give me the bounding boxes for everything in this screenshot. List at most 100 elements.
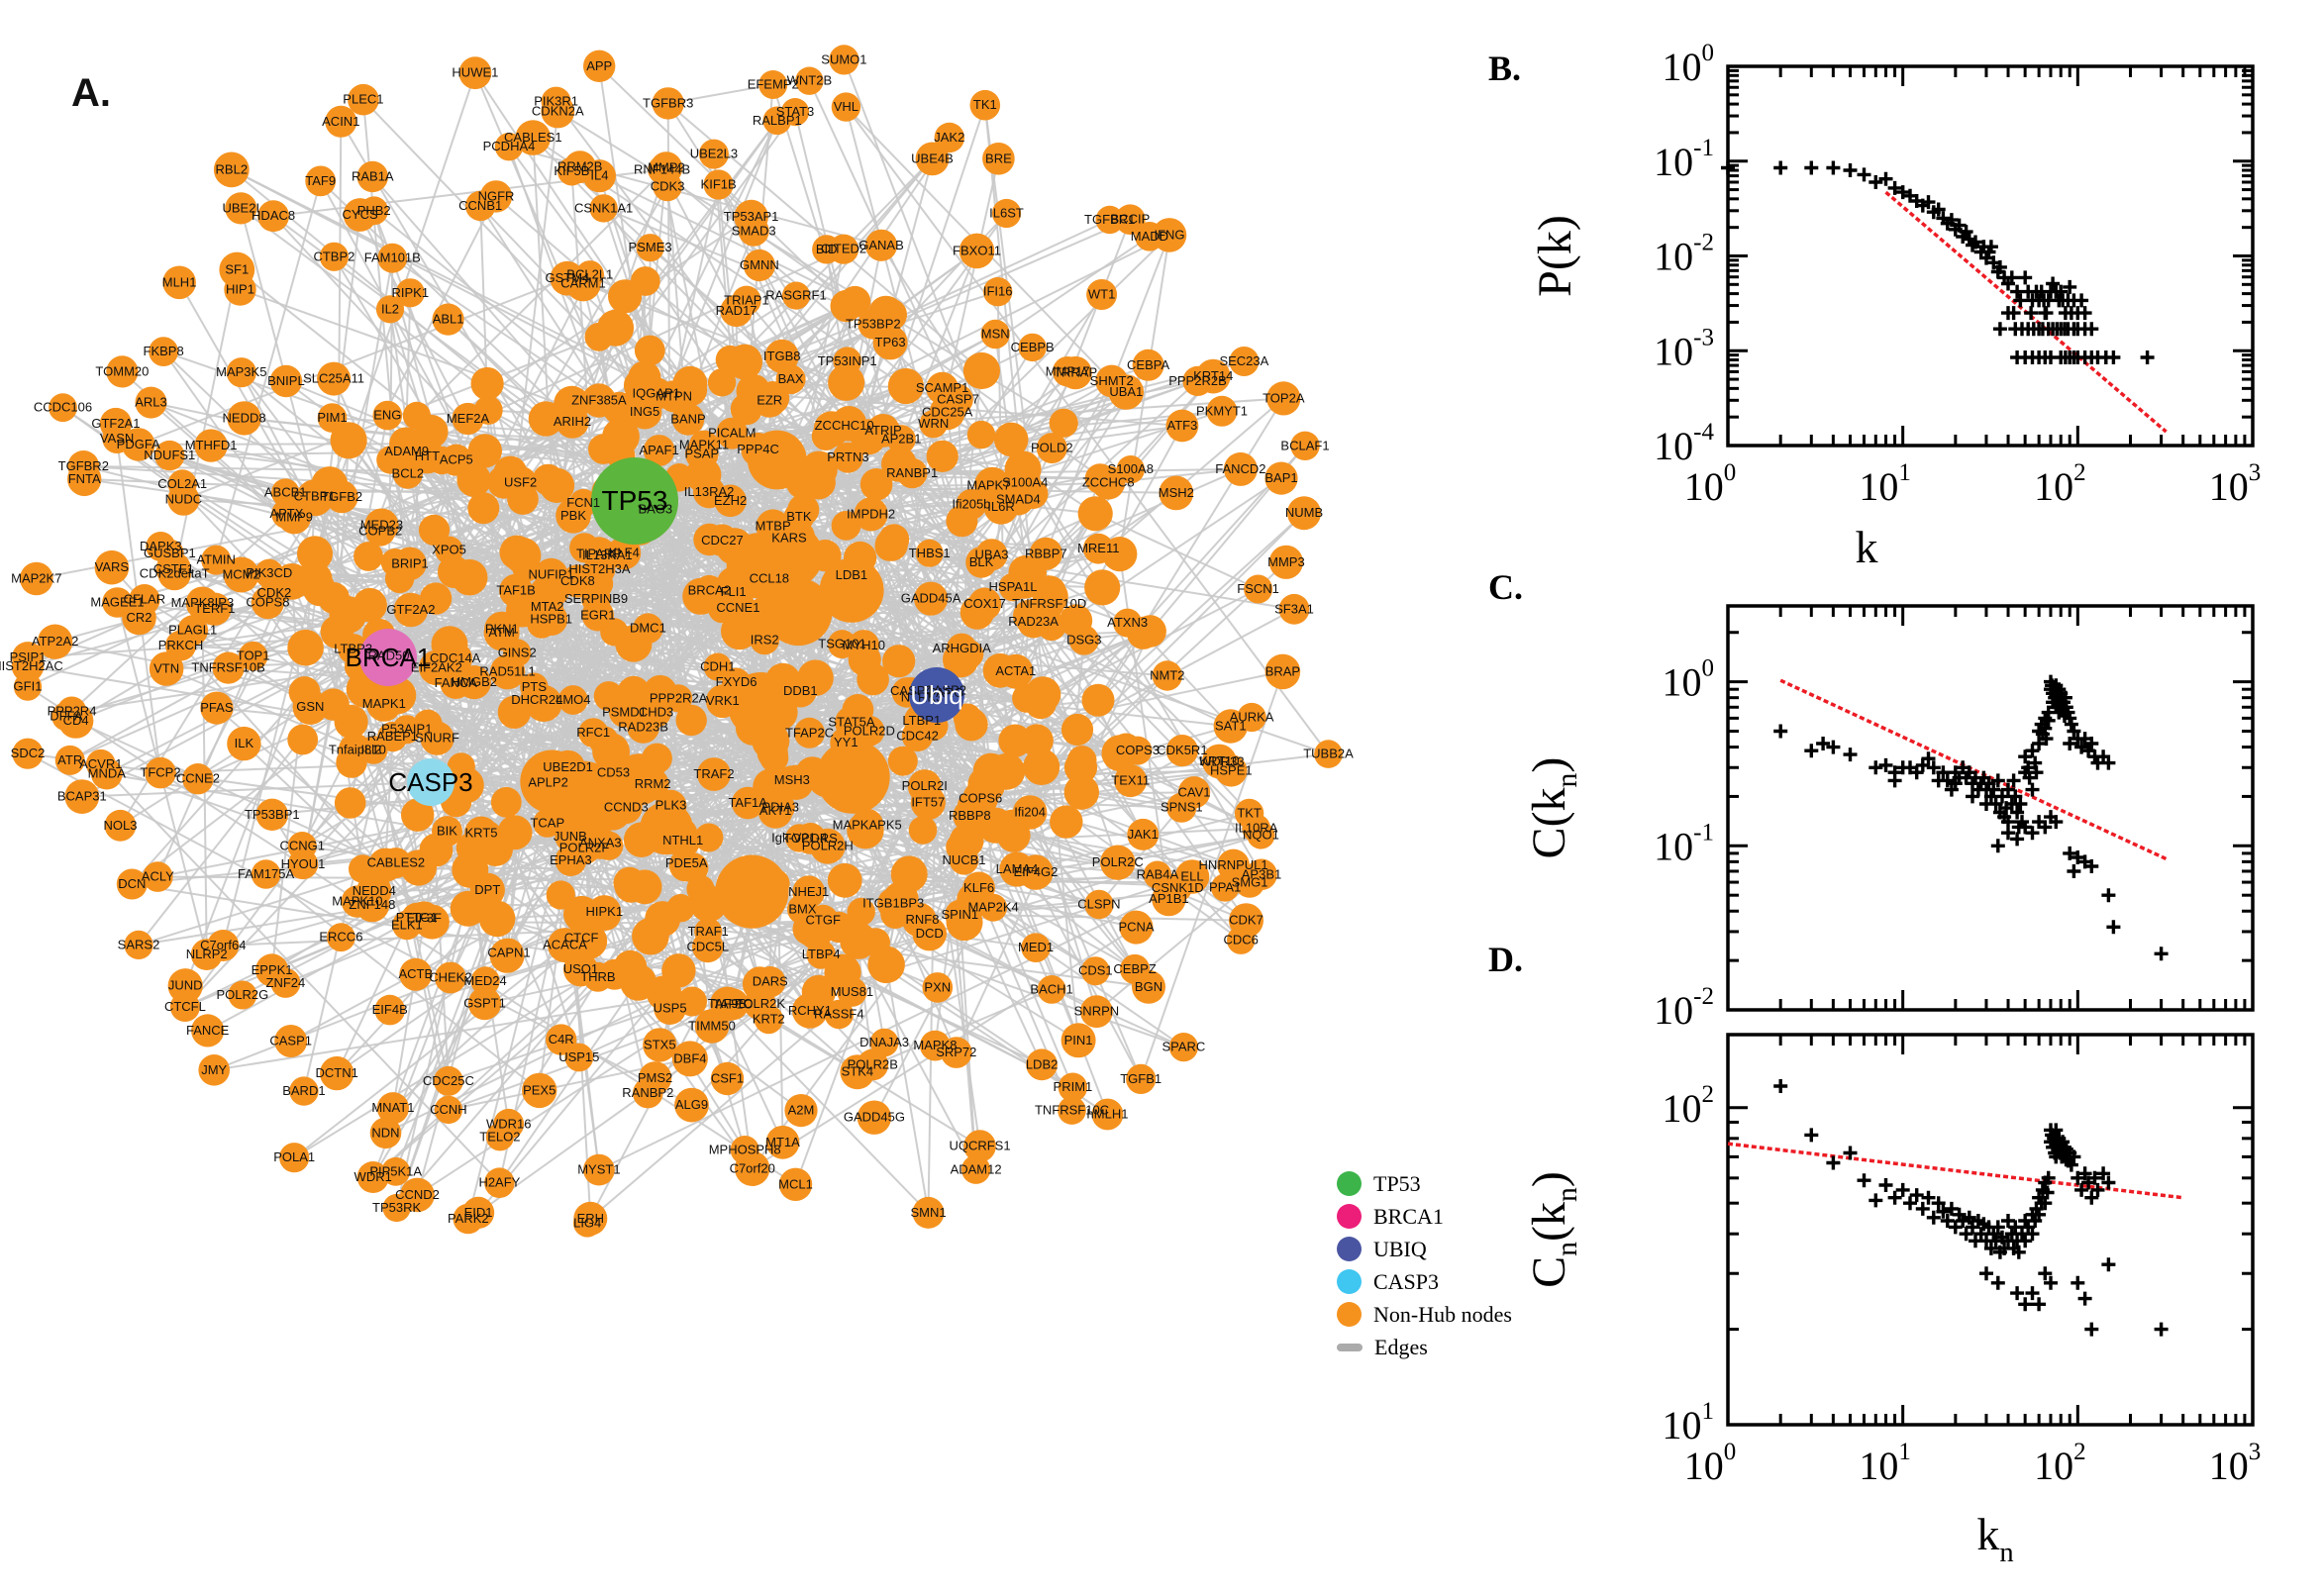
gene-node [882,645,916,678]
gene-node [1020,724,1054,757]
gene-node [974,466,1011,503]
gene-label: BARD1 [282,1083,325,1098]
gene-node [154,440,185,471]
gene-node [608,279,643,314]
gene-node [37,624,73,659]
gene-label: RCHY1 [788,1003,832,1018]
gene-node [869,1028,899,1057]
gene-label: XPO5 [432,543,466,557]
gene-node [479,180,513,213]
gene-node [377,243,408,273]
gene-node [251,859,281,889]
gene-label: EZH2 [714,493,747,508]
gene-label: MCM2 [222,567,259,582]
gene-node [473,395,503,425]
gene-label: WDR33 [1199,754,1245,769]
gene-node [993,422,1029,457]
gene-label: VHL [834,99,858,114]
gene-label: TOPORS [783,831,838,846]
gene-label: EIF3F [406,910,441,925]
gene-node [575,260,604,289]
gene-node [419,582,453,615]
gene-node [969,89,1001,121]
gene-node [330,422,367,459]
gene-node [960,595,995,630]
gene-label: GTF2A1 [91,416,140,431]
gene-node [64,779,100,814]
gene-label: AKT1 [759,803,792,818]
gene-label: FNTA [68,471,101,486]
gene-label: USP5 [654,1001,687,1016]
gene-label: RBBP8 [949,808,991,823]
scatter-points [1721,160,2155,364]
gene-node [901,902,937,938]
gene-label: CCNH [430,1102,467,1117]
gene-node [393,592,429,628]
gene-label: CCND2 [395,1187,440,1202]
gene-node [694,1009,730,1044]
gene-node [1066,746,1097,775]
gene-label: HYOU1 [281,856,326,871]
gene-label: SERPINB9 [564,591,628,606]
gene-label: IL13RA1 [582,548,633,562]
gene-label: EIF4B [372,1002,408,1017]
gene-label: JAK1 [1128,827,1159,842]
gene-node [343,198,377,232]
gene-node [1168,1033,1198,1062]
gene-node [813,411,851,448]
gene-label: GSN [296,699,324,714]
gene-label: SPNS1 [1161,800,1203,815]
gene-label: SUMO1 [821,51,866,66]
gene-label: ATRIP [864,423,901,438]
hub-label-tp53: TP53 [602,485,668,516]
gene-label: H2AFY [478,1175,520,1190]
gene-label: BACH1 [1030,981,1072,996]
gene-label: KRT10 [1199,753,1239,768]
gene-label: GADD45G [844,1110,905,1125]
gene-label: TP63 [875,335,906,349]
gene-label: PPA1 [1209,880,1241,895]
legend-item-tp53: TP53 [1337,1170,1512,1197]
gene-node [356,1161,389,1193]
gene-node [484,1167,515,1198]
gene-label: POLR2I [902,778,948,793]
plot-frame [1726,604,2255,1012]
gene-label: TNFRSF10D [1012,596,1086,611]
gene-label: COPS8 [246,595,289,610]
gene-node [418,514,451,547]
gene-node [419,833,454,867]
svg-text:10-2: 10-2 [1654,230,1714,279]
gene-node [914,581,949,616]
gene-label: SDC2 [11,746,46,760]
gene-label: NOL3 [104,818,138,833]
gene-node [470,366,504,401]
gene-label: TRAF2 [693,766,734,781]
gene-label: CDC14A [430,650,481,665]
gene-node [1084,569,1121,606]
gene-node [1266,381,1301,416]
gene-label: POLR2H [802,839,854,853]
gene-label: C4R [549,1032,574,1047]
gene-node [257,200,289,233]
gene-node [515,120,552,155]
gene-label: HSPE1 [1210,762,1253,777]
gene-label: DSG3 [1066,633,1101,648]
gene-node [703,652,732,681]
gene-label: POLR2K [735,996,786,1011]
gene-node [765,1125,800,1159]
gene-node [1111,733,1142,763]
gene-label: RANBP2 [622,1085,673,1100]
gene-node [1278,593,1310,625]
gene-label: TFCP2 [140,765,180,780]
gene-label: HTT [415,449,440,463]
gene-label: CDC25C [423,1073,474,1088]
gene-node [1162,873,1192,903]
gene-label: ABCB1 [264,485,307,500]
hub-node-ubiq [909,667,964,723]
gene-label: IL4 [590,168,608,183]
gene-label: RABEP1 [367,729,418,744]
gene-label: ARL3 [135,395,167,410]
gene-node [368,848,403,882]
gene-label: SMAD4 [996,491,1041,506]
gene-label: CDC6 [1223,933,1258,948]
